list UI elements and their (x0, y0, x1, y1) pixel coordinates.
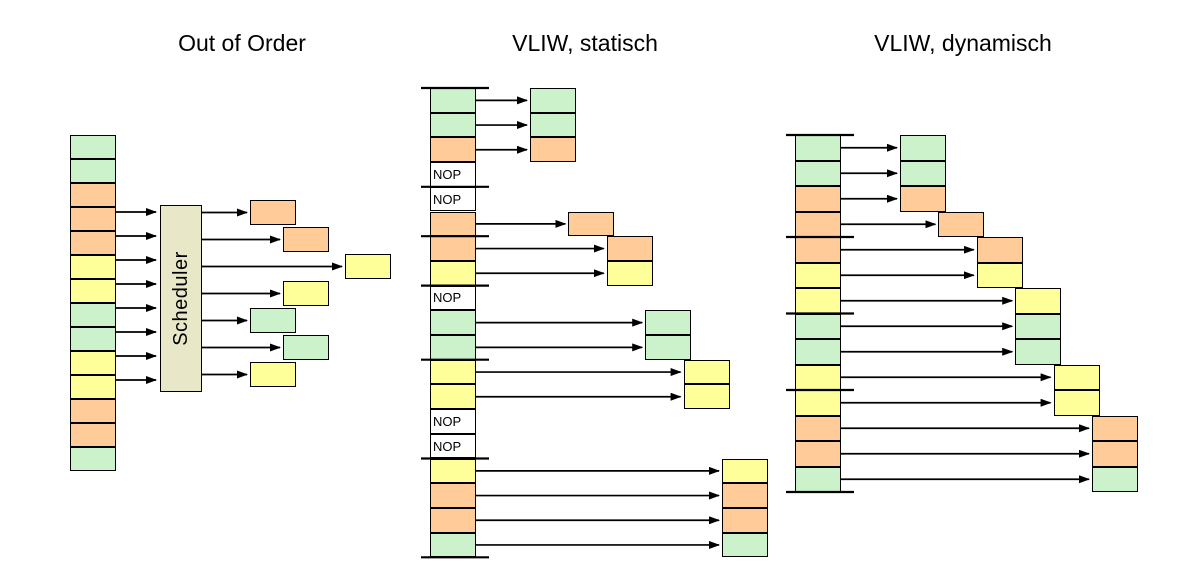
instruction-box (430, 483, 476, 508)
instruction-box (70, 327, 116, 351)
instruction-box (70, 423, 116, 447)
issued-instruction-box (1053, 364, 1100, 390)
issued-instruction-box (345, 254, 391, 279)
instruction-box (70, 303, 116, 327)
issued-instruction-box (645, 335, 692, 360)
nop-cell: NOP (430, 433, 476, 459)
issued-instruction-box (1053, 390, 1100, 416)
issued-instruction-box (250, 200, 296, 225)
issued-instruction-box (530, 137, 576, 163)
instruction-box (70, 135, 116, 159)
instruction-box (430, 112, 476, 138)
issued-instruction-box (938, 211, 985, 237)
issued-instruction-box (606, 260, 653, 286)
instruction-box (795, 364, 841, 390)
instruction-box (430, 236, 476, 261)
issued-instruction-box (283, 281, 329, 306)
title-vliw-static: VLIW, statisch (512, 30, 658, 56)
issued-instruction-box (1015, 313, 1062, 339)
issued-instruction-box (976, 262, 1023, 288)
issued-instruction-box (1015, 288, 1062, 314)
instruction-box (70, 447, 116, 471)
instruction-box (795, 313, 841, 339)
instruction-box (795, 135, 841, 161)
instruction-box (795, 466, 841, 492)
issued-instruction-box (722, 458, 768, 484)
instruction-box (795, 339, 841, 365)
issued-instruction-box (722, 507, 768, 533)
instruction-box (70, 231, 116, 255)
issued-instruction-box (283, 335, 329, 360)
issued-instruction-box (283, 227, 329, 252)
issued-instruction-box (900, 135, 946, 161)
instruction-box (430, 359, 476, 385)
issued-instruction-box (645, 310, 692, 335)
issued-instruction-box (722, 483, 768, 508)
issued-instruction-box (683, 384, 730, 410)
nop-cell: NOP (430, 285, 476, 311)
issued-instruction-box (250, 308, 296, 333)
instruction-box (795, 237, 841, 263)
issued-instruction-box (1092, 441, 1138, 467)
issued-instruction-box (900, 160, 946, 186)
instruction-box (795, 415, 841, 441)
issued-instruction-box (568, 211, 615, 237)
scheduler-box: Scheduler (160, 205, 202, 392)
instruction-box (430, 384, 476, 410)
issued-instruction-box (250, 362, 296, 387)
issued-instruction-box (1092, 466, 1138, 492)
issued-instruction-box (530, 112, 576, 138)
instruction-box (795, 262, 841, 288)
instruction-box (430, 507, 476, 533)
instruction-box (795, 390, 841, 416)
instruction-box (430, 260, 476, 286)
issued-instruction-box (606, 236, 653, 261)
instruction-box (795, 288, 841, 314)
instruction-box (795, 186, 841, 212)
instruction-box (430, 458, 476, 484)
instruction-box (430, 335, 476, 360)
instruction-box (70, 207, 116, 231)
instruction-box (430, 88, 476, 113)
instruction-box (70, 279, 116, 303)
issued-instruction-box (1092, 415, 1138, 441)
instruction-box (795, 160, 841, 186)
instruction-box (70, 351, 116, 375)
title-out-of-order: Out of Order (178, 30, 306, 56)
instruction-box (430, 137, 476, 163)
instruction-box (70, 375, 116, 399)
instruction-box (70, 183, 116, 207)
nop-cell: NOP (430, 409, 476, 434)
issued-instruction-box (722, 532, 768, 558)
instruction-box (70, 159, 116, 183)
issued-instruction-box (900, 186, 946, 212)
issued-instruction-box (683, 359, 730, 385)
instruction-box (70, 399, 116, 423)
issued-instruction-box (976, 237, 1023, 263)
instruction-box (430, 310, 476, 335)
instruction-box (795, 211, 841, 237)
nop-cell: NOP (430, 162, 476, 187)
instruction-box (430, 532, 476, 558)
issued-instruction-box (1015, 339, 1062, 365)
nop-cell: NOP (430, 186, 476, 212)
scheduler-label: Scheduler (169, 251, 192, 346)
instruction-box (795, 441, 841, 467)
title-vliw-dynamic: VLIW, dynamisch (874, 30, 1052, 56)
instruction-box (430, 211, 476, 237)
issued-instruction-box (530, 88, 576, 113)
instruction-box (70, 255, 116, 279)
